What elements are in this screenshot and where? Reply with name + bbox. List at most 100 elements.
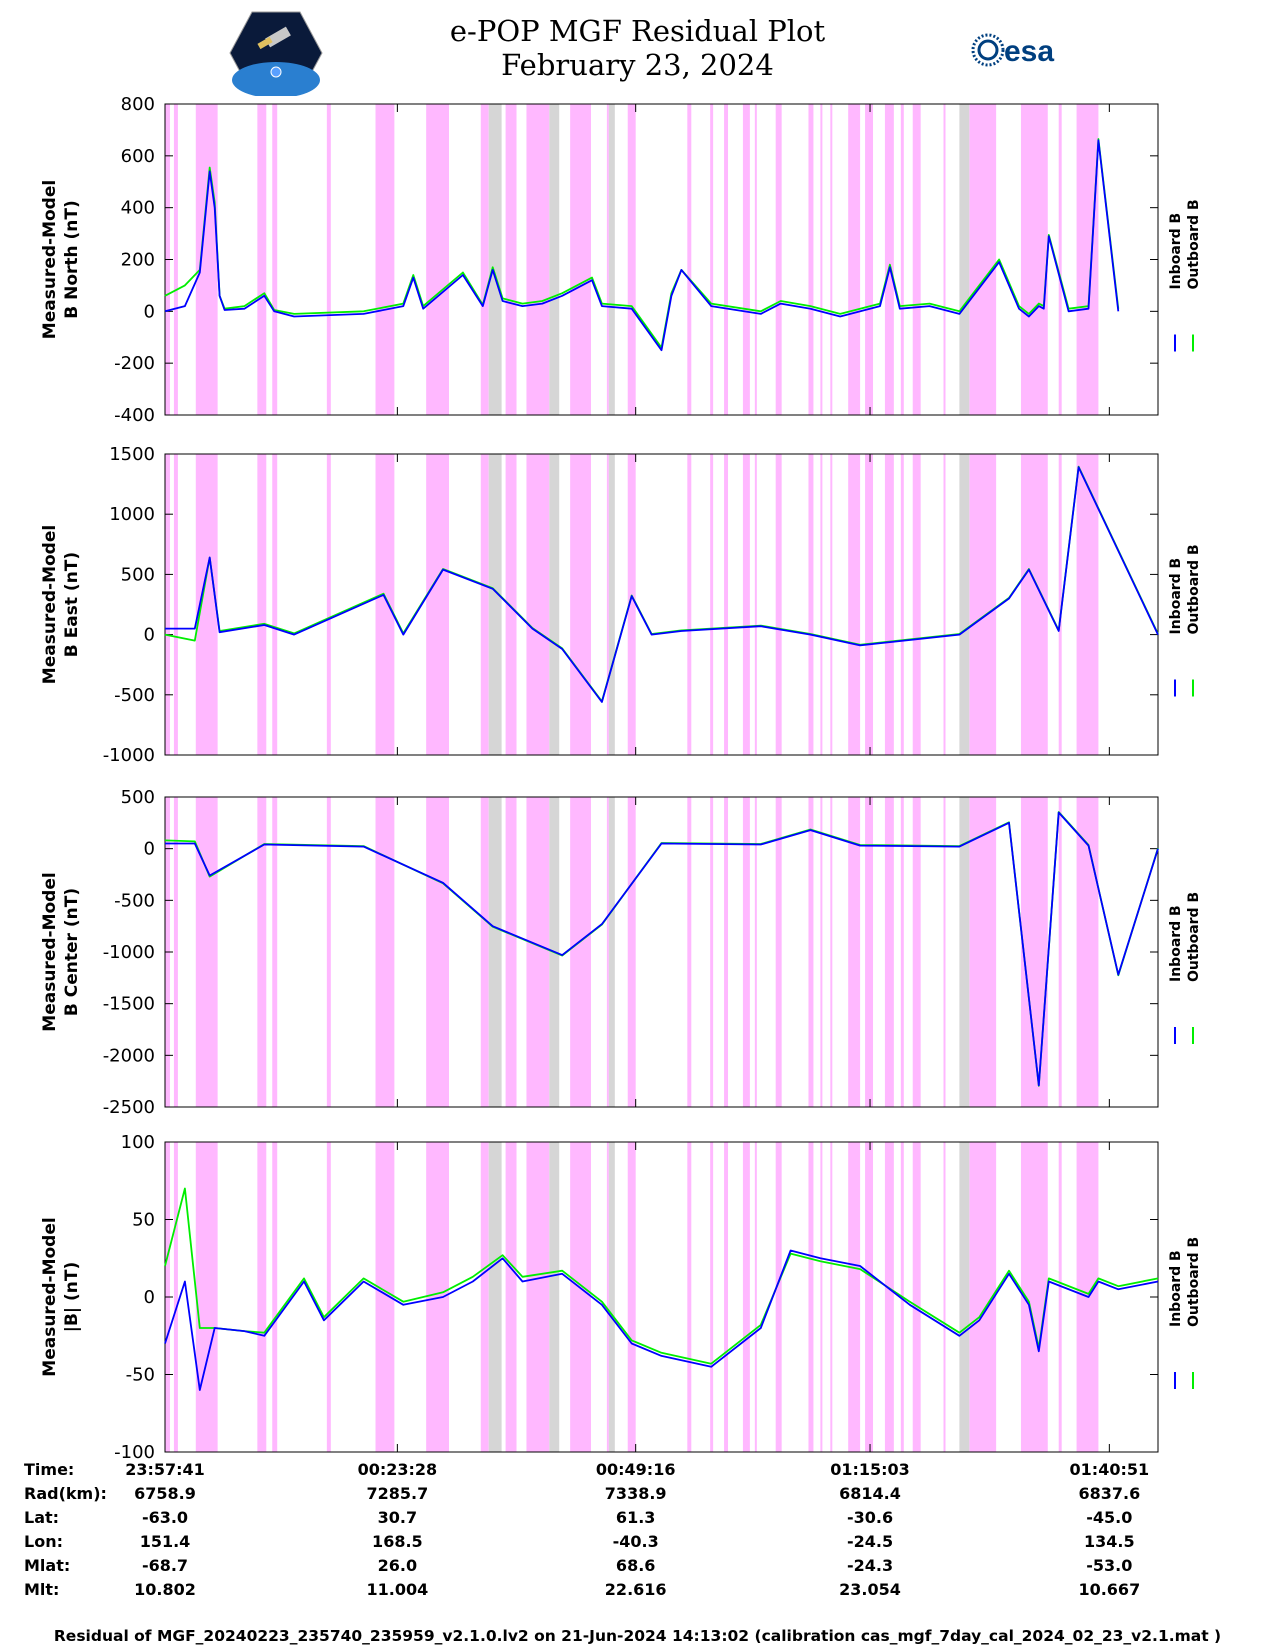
y-tick-label: 800: [121, 94, 155, 115]
eclipse-band: [912, 797, 921, 1107]
eclipse-band: [480, 1142, 489, 1452]
eclipse-band: [426, 797, 449, 1107]
eclipse-band: [884, 797, 894, 1107]
y-tick-label: -100: [114, 1442, 155, 1463]
eclipse-band: [808, 454, 814, 755]
eclipse-band: [754, 797, 757, 1107]
orbit-info-value: -63.0: [141, 1508, 189, 1527]
eclipse-band: [627, 797, 636, 1107]
orbit-info-value: -53.0: [1086, 1556, 1133, 1575]
eclipse-band: [710, 454, 714, 755]
y-tick-label: 0: [144, 625, 155, 646]
eclipse-band: [627, 454, 636, 755]
orbit-info-value: -24.5: [846, 1532, 894, 1551]
eclipse-band: [257, 454, 267, 755]
eclipse-band: [195, 104, 218, 415]
eclipse-band: [820, 1142, 823, 1452]
eclipse-band: [606, 104, 609, 415]
orbit-info-value: 01:40:51: [1069, 1460, 1150, 1479]
plot-frame: [164, 453, 1159, 756]
orbit-info-row: Mlt: 10.802 11.004 22.616 23.054 10.667: [0, 1580, 1275, 1604]
eclipse-band: [808, 1142, 814, 1452]
eclipse-band: [742, 104, 750, 415]
eclipse-band: [848, 454, 861, 755]
eclipse-band: [754, 454, 757, 755]
eclipse-band: [1058, 454, 1062, 755]
orbit-info-value: -68.7: [141, 1556, 189, 1575]
title-text: e-POP MGF Residual Plot: [449, 14, 826, 48]
y-tick-label: 0: [144, 301, 155, 322]
orbit-info-label: Mlat:: [24, 1556, 71, 1575]
eclipse-band: [1020, 454, 1048, 755]
orbit-info-value: 01:15:03: [830, 1460, 910, 1479]
eclipse-band: [724, 1142, 729, 1452]
eclipse-band: [724, 797, 729, 1107]
date-text: February 23, 2024: [501, 48, 774, 82]
orbit-info-row: Lon: 151.4 168.5 -40.3 -24.5 134.5: [0, 1532, 1275, 1556]
eclipse-band: [165, 454, 170, 755]
eclipse-band: [195, 454, 218, 755]
eclipse-band: [426, 454, 449, 755]
eclipse-band: [526, 797, 550, 1107]
eclipse-band: [724, 454, 729, 755]
eclipse-band: [943, 104, 946, 415]
y-axis-label-line1: Measured-Model: [40, 872, 60, 1031]
y-tick-label: -400: [114, 405, 155, 426]
eclipse-band: [257, 797, 267, 1107]
orbit-info-value: 68.6: [615, 1556, 656, 1575]
orbit-info-label: Rad(km):: [24, 1484, 107, 1503]
orbit-info-label: Mlt:: [24, 1580, 60, 1599]
eclipse-band: [1020, 797, 1048, 1107]
y-tick-label: 1000: [109, 504, 155, 525]
eclipse-band: [884, 1142, 894, 1452]
panel-2: -1000 -500 0 500 1000 1500 Measured-Model B Eas…: [40, 444, 1202, 766]
y-tick-label: -2000: [103, 1045, 155, 1066]
orbit-info-value: 7338.9: [604, 1484, 667, 1503]
panel-4: -100 -50 0 50 100 Measured-Model |B| (nT) Inboa…: [40, 1132, 1202, 1463]
eclipse-band: [820, 104, 823, 415]
eclipse-band: [195, 1142, 218, 1452]
y-tick-label: -1000: [103, 745, 155, 766]
y-tick-label: 400: [121, 198, 155, 219]
y-tick-label: 50: [132, 1210, 155, 1231]
eclipse-band: [526, 1142, 550, 1452]
eclipse-band: [426, 1142, 449, 1452]
eclipse-band: [505, 797, 517, 1107]
eclipse-band: [173, 104, 178, 415]
y-tick-label: -1500: [103, 994, 155, 1015]
eclipse-band: [830, 797, 833, 1107]
eclipse-band: [884, 104, 894, 415]
eclipse-band: [943, 454, 946, 755]
eclipse-band: [375, 104, 395, 415]
orbit-info-value: -40.3: [612, 1532, 659, 1551]
orbit-info-value: 6814.4: [839, 1484, 901, 1503]
inboard-series-line: [164, 1249, 1159, 1391]
y-axis-label: Measured-Model B North (nT): [40, 180, 82, 339]
eclipse-band: [526, 104, 550, 415]
legend-outboard-label: Outboard B: [1186, 892, 1202, 982]
gap-band: [488, 104, 502, 415]
eclipse-band: [375, 454, 395, 755]
gap-band: [549, 1142, 560, 1452]
orbit-info-value: 6758.9: [134, 1484, 196, 1503]
y-tick-label: 0: [144, 1287, 155, 1308]
eclipse-band: [710, 797, 714, 1107]
orbit-info-row: Rad(km): 6758.9 7285.7 7338.9 6814.4 6837.6: [0, 1484, 1275, 1508]
eclipse-band: [1058, 104, 1062, 415]
panel-1: -400 -200 0 200 400 600 800 Measured-Model B Nor…: [40, 94, 1202, 426]
gap-band: [959, 797, 970, 1107]
eclipse-band: [627, 104, 636, 415]
eclipse-band: [1058, 1142, 1062, 1452]
gap-band: [608, 454, 615, 755]
eclipse-band: [1076, 454, 1099, 755]
gap-band: [959, 454, 970, 755]
eclipse-band: [710, 104, 714, 415]
orbit-info-value: 7285.7: [366, 1484, 429, 1503]
eclipse-band: [808, 797, 814, 1107]
orbit-info-value: 11.004: [366, 1580, 429, 1599]
orbit-info-label: Lat:: [24, 1508, 60, 1527]
eclipse-band: [943, 1142, 946, 1452]
eclipse-band: [742, 797, 750, 1107]
eclipse-band: [687, 454, 692, 755]
y-tick-label: 600: [121, 146, 155, 167]
